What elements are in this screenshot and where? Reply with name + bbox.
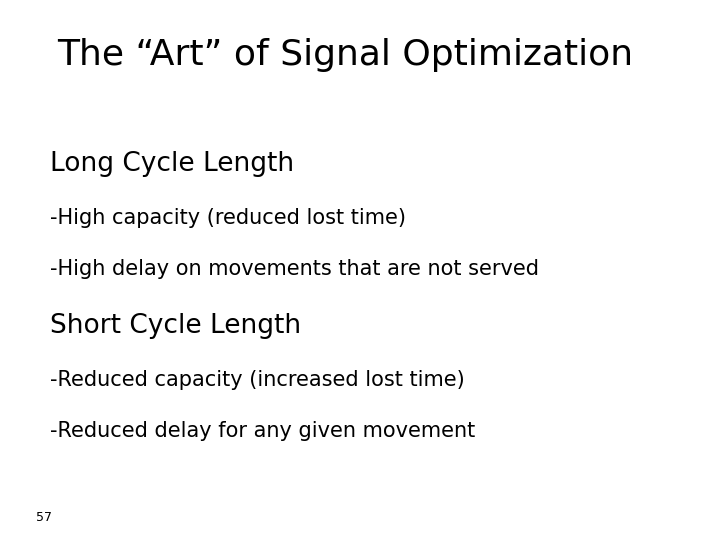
Text: -High delay on movements that are not served: -High delay on movements that are not se… [50, 259, 539, 279]
Text: Short Cycle Length: Short Cycle Length [50, 313, 302, 339]
Text: The “Art” of Signal Optimization: The “Art” of Signal Optimization [58, 38, 634, 72]
Text: -Reduced capacity (increased lost time): -Reduced capacity (increased lost time) [50, 370, 465, 390]
Text: -Reduced delay for any given movement: -Reduced delay for any given movement [50, 421, 476, 441]
Text: 57: 57 [36, 511, 52, 524]
Text: Long Cycle Length: Long Cycle Length [50, 151, 294, 177]
Text: -High capacity (reduced lost time): -High capacity (reduced lost time) [50, 208, 406, 228]
